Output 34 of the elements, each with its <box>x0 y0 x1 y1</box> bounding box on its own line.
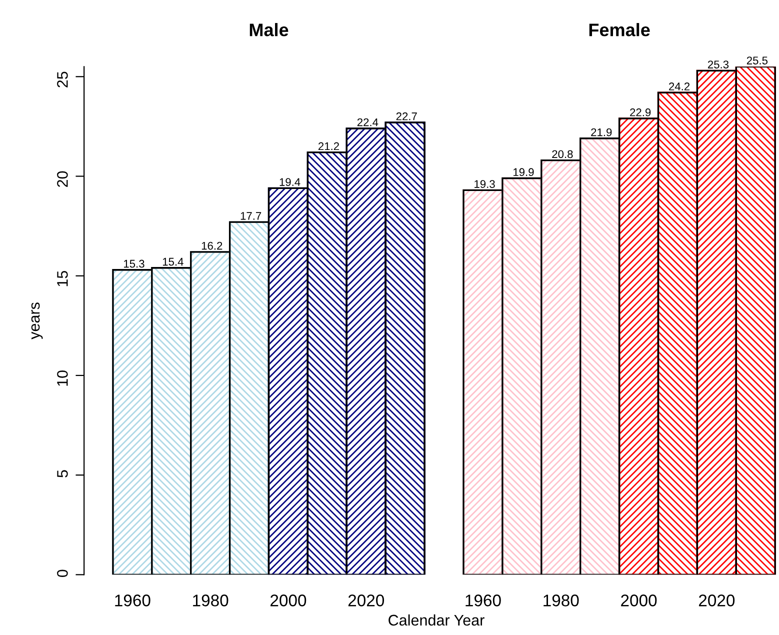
chart-title: Male <box>250 23 288 36</box>
x-axis-title: Calendar Year <box>388 614 484 626</box>
x-tick-label: 2020 <box>698 594 735 606</box>
data-label: 16.2 <box>202 242 222 250</box>
data-label: 22.9 <box>630 108 651 116</box>
data-label: 22.4 <box>357 118 378 126</box>
data-label: 19.3 <box>474 180 495 188</box>
x-tick-label: 2000 <box>621 594 657 606</box>
y-tick-label: 15 <box>57 270 68 286</box>
data-label: 15.4 <box>162 258 184 266</box>
data-label: 19.9 <box>514 168 534 176</box>
y-tick-label: 25 <box>57 72 68 88</box>
x-tick-label: 1980 <box>544 594 579 606</box>
x-tick-label: 2000 <box>270 594 306 606</box>
y-tick-label: 0 <box>57 570 68 578</box>
x-tick-label: 1960 <box>466 594 501 606</box>
y-axis-title: years <box>31 302 43 340</box>
chart-title: Female <box>589 23 650 36</box>
data-label: 21.9 <box>591 128 612 136</box>
data-label: 22.7 <box>396 112 417 120</box>
data-label: 21.2 <box>318 142 339 150</box>
x-tick-label: 2020 <box>348 594 384 606</box>
y-tick-label: 5 <box>57 470 68 478</box>
x-tick-label: 1960 <box>115 594 150 606</box>
x-tick-label: 1980 <box>193 594 228 606</box>
data-label: 17.7 <box>240 212 262 220</box>
data-label: 20.8 <box>552 150 573 158</box>
data-label: 15.3 <box>124 260 144 268</box>
y-tick-label: 10 <box>57 370 68 386</box>
y-tick-label: 20 <box>57 171 68 187</box>
data-label: 25.5 <box>746 56 768 64</box>
data-label: 25.3 <box>708 60 729 68</box>
data-label: 19.4 <box>280 178 300 186</box>
data-label: 24.2 <box>669 82 690 90</box>
